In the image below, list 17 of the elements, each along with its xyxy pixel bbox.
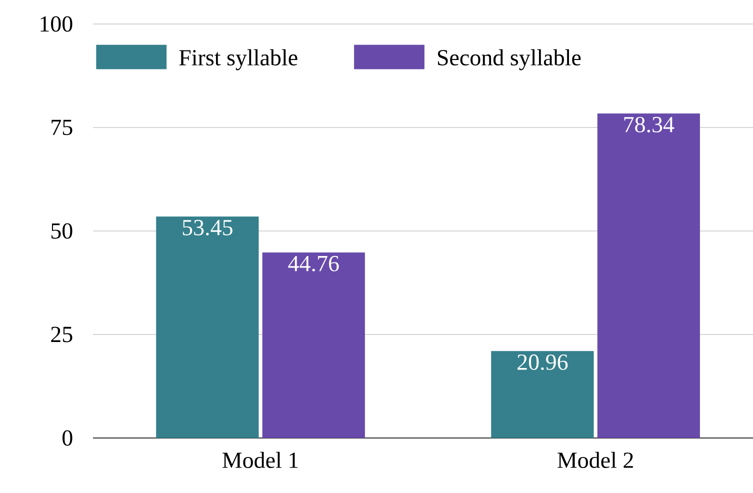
data-label: 20.96 — [518, 354, 568, 370]
y-tick-label: 25 — [51, 326, 72, 342]
bar — [491, 351, 594, 438]
data-label: 44.76 — [288, 256, 339, 272]
y-tick-label: 0 — [62, 430, 72, 446]
x-tick-label: Model 1 — [222, 452, 298, 468]
bar — [156, 216, 259, 438]
data-label: 53.45 — [182, 220, 232, 236]
legend-label: First syllable — [179, 49, 298, 70]
data-label: 78.34 — [624, 116, 674, 132]
legend-label: Second syllable — [438, 49, 581, 70]
bar — [262, 252, 365, 438]
y-tick-label: 50 — [51, 223, 72, 239]
x-tick-label: Model 2 — [558, 452, 633, 468]
bar — [597, 113, 700, 438]
y-tick-label: 75 — [52, 120, 72, 136]
y-tick-label: 100 — [40, 16, 72, 32]
